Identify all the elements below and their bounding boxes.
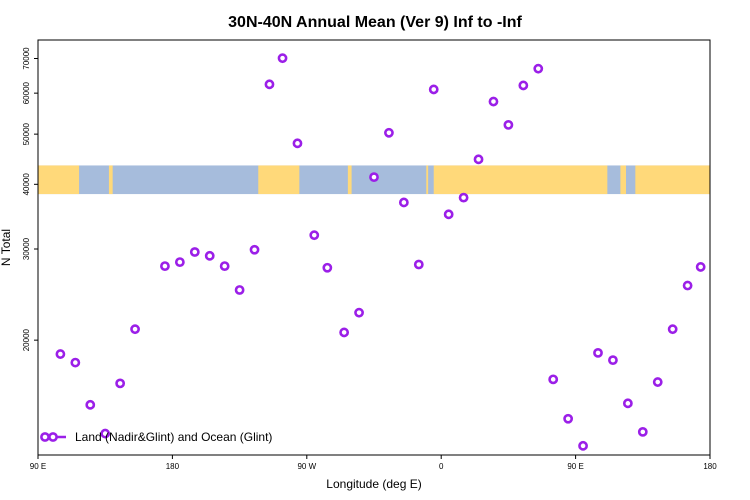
map-land	[258, 165, 300, 195]
chart-title: 30N-40N Annual Mean (Ver 9) Inf to -Inf	[228, 14, 522, 31]
data-point	[608, 355, 618, 366]
data-point	[518, 80, 529, 91]
y-axis: 20000 30000 40000 50000 60000 70000	[22, 47, 38, 351]
data-point	[339, 327, 350, 338]
data-point	[503, 119, 514, 130]
plot-frame	[37, 39, 711, 456]
data-point	[85, 399, 96, 410]
x-tick-label: 180	[703, 462, 717, 471]
data-point	[384, 127, 394, 138]
x-tick-label: 180	[166, 462, 180, 471]
data-point	[428, 84, 439, 95]
legend-marker	[48, 432, 58, 442]
data-point	[652, 377, 663, 387]
map-land	[635, 165, 710, 195]
x-tick-label: 90 W	[297, 462, 316, 471]
data-point	[160, 261, 170, 272]
data-point	[189, 247, 200, 257]
data-point	[70, 357, 81, 368]
data-point	[369, 172, 379, 183]
x-axis: 90 E 180 90 W 0 90 E 180	[30, 455, 717, 471]
x-tick-label: 0	[439, 462, 444, 471]
data-point	[443, 209, 454, 220]
x-tick-label: 90 E	[567, 462, 583, 471]
data-point	[622, 398, 633, 409]
x-axis-label: Longitude (deg E)	[326, 477, 421, 491]
legend-marker	[40, 432, 50, 442]
data-point	[593, 347, 603, 358]
data-points	[55, 53, 706, 451]
data-point	[667, 324, 678, 335]
data-point	[695, 262, 706, 272]
data-point	[488, 96, 499, 107]
data-point	[682, 280, 693, 291]
legend-label: Land (Nadir&Glint) and Ocean (Glint)	[75, 430, 272, 444]
y-tick-label: 60000	[22, 81, 31, 104]
data-point	[55, 349, 66, 359]
map-land	[433, 165, 608, 195]
data-point	[174, 257, 185, 268]
data-point	[292, 138, 303, 149]
y-tick-label: 40000	[22, 173, 31, 196]
x-tick-label: 90 E	[30, 462, 46, 471]
map-land	[38, 165, 80, 195]
data-point	[309, 230, 320, 241]
data-point	[234, 285, 245, 295]
data-point	[130, 324, 140, 335]
map-land	[347, 165, 352, 195]
data-point	[354, 307, 364, 318]
y-tick-label: 70000	[22, 47, 31, 70]
data-point	[219, 261, 230, 272]
map-land	[620, 165, 626, 195]
data-point	[533, 63, 544, 74]
y-tick-label: 50000	[22, 122, 31, 145]
data-point	[563, 413, 574, 424]
map-land	[108, 165, 113, 195]
y-tick-label: 30000	[22, 237, 31, 260]
data-point	[204, 250, 215, 261]
data-point	[548, 374, 559, 385]
data-point	[115, 378, 126, 389]
data-point	[277, 53, 288, 64]
legend: Land (Nadir&Glint) and Ocean (Glint)	[40, 430, 272, 444]
data-point	[458, 192, 469, 203]
data-point	[473, 154, 484, 165]
y-axis-label: N Total	[0, 229, 13, 266]
data-point	[398, 197, 409, 208]
data-point	[322, 262, 333, 273]
map-strip	[38, 165, 710, 195]
data-point	[637, 426, 648, 437]
y-tick-label: 20000	[22, 328, 31, 351]
data-point	[264, 79, 275, 90]
data-point	[249, 244, 260, 255]
data-point	[578, 440, 588, 451]
map-land	[426, 165, 429, 195]
data-point	[100, 428, 111, 439]
data-point	[413, 259, 424, 270]
